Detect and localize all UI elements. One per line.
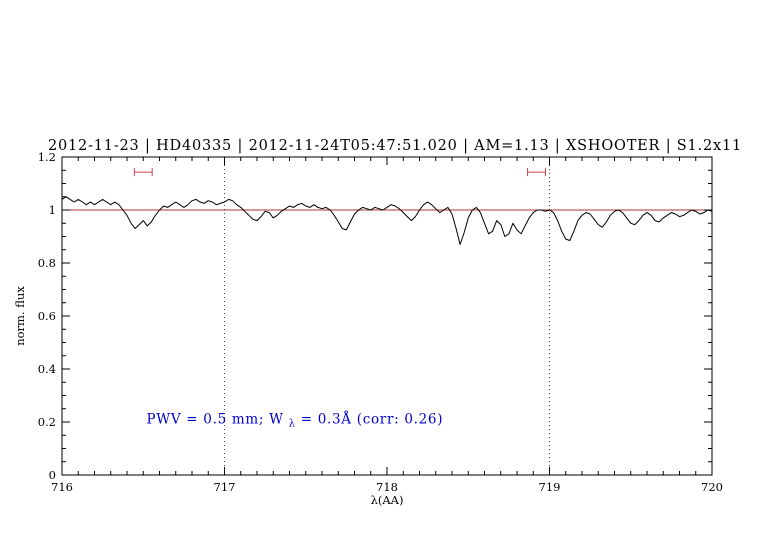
x-tick-label: 717 [214,480,236,494]
chart-title: 2012-11-23 | HD40335 | 2012-11-24T05:47:… [48,138,742,154]
y-tick-label: 0 [49,468,56,482]
y-tick-label: 0.8 [38,256,56,270]
annotation-lambda-subscript: λ [289,418,296,429]
x-axis-label: λ(AA) [371,493,404,507]
range-marker [527,168,546,177]
x-tick-label: 719 [539,480,561,494]
spectrum-line [61,196,713,245]
range-marker [133,168,153,177]
spectrum-series [61,196,713,245]
x-tick-label: 718 [376,480,398,494]
tick-labels: 716 717 718 719 720 0 0.2 0.4 0.6 0.8 1 1.2 [38,150,723,494]
x-tick-label: 716 [51,480,73,494]
y-tick-label: 0.4 [38,362,56,376]
axis-ticks [61,156,713,476]
y-tick-label: 1.2 [38,150,56,164]
range-markers [133,168,546,177]
y-tick-label: 0.2 [38,415,56,429]
y-tick-label: 1 [49,203,56,217]
x-tick-label: 720 [701,480,723,494]
y-axis-label: norm. flux [13,286,27,346]
annotation-post: = 0.3Å (corr: 0.26) [301,411,443,427]
y-tick-label: 0.6 [38,309,56,323]
pwv-annotation: PWV = 0.5 mm; W λ = 0.3Å (corr: 0.26) [147,411,444,430]
annotation-pre: PWV = 0.5 mm; W [147,411,284,427]
